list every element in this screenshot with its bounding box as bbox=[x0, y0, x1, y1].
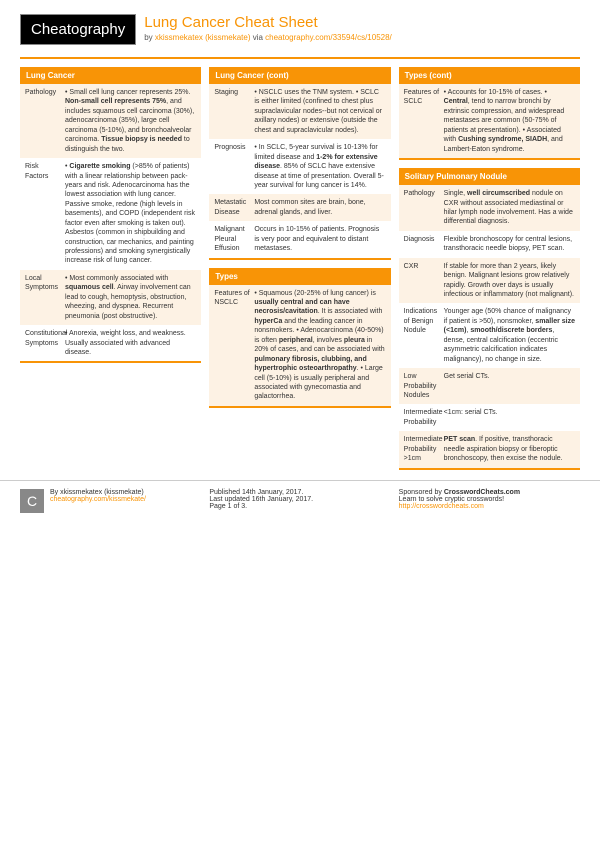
column-3: Types (cont)Features of SCLC• Accounts f… bbox=[399, 67, 580, 470]
table-row: Indications of Benign NoduleYounger age … bbox=[399, 303, 580, 368]
divider bbox=[20, 57, 580, 59]
section: TypesFeatures of NSCLC• Squamous (20-25%… bbox=[209, 268, 390, 408]
table-row: Low Probability NodulesGet serial CTs. bbox=[399, 368, 580, 404]
section-header: Lung Cancer (cont) bbox=[209, 67, 390, 84]
row-value: • Most commonly associated with squamous… bbox=[65, 274, 196, 321]
footer-col-3: Sponsored by CrosswordCheats.com Learn t… bbox=[399, 489, 580, 513]
footer-author: By xkissmekatex (kissmekate) bbox=[20, 489, 201, 496]
row-value: • In SCLC, 5-year survival is 10-13% for… bbox=[254, 143, 385, 190]
table-row: Intermediate Probability<1cm: serial CTs… bbox=[399, 404, 580, 431]
column-1: Lung CancerPathology• Small cell lung ca… bbox=[20, 67, 201, 470]
table-row: Risk Factors• Cigarette smoking (>85% of… bbox=[20, 158, 201, 270]
table-row: Features of NSCLC• Squamous (20-25% of l… bbox=[209, 285, 390, 406]
row-value: Flexible bronchoscopy for central lesion… bbox=[444, 235, 575, 254]
footer: C By xkissmekatex (kissmekate) cheatogra… bbox=[0, 480, 600, 521]
table-row: Local Symptoms• Most commonly associated… bbox=[20, 270, 201, 325]
row-value: If stable for more than 2 years, likely … bbox=[444, 262, 575, 300]
section-header: Types (cont) bbox=[399, 67, 580, 84]
table-row: Prognosis• In SCLC, 5-year survival is 1… bbox=[209, 139, 390, 194]
row-key: Diagnosis bbox=[404, 235, 444, 254]
section: Types (cont)Features of SCLC• Accounts f… bbox=[399, 67, 580, 160]
row-value: • Anorexia, weight loss, and weakness. U… bbox=[65, 329, 196, 357]
row-value: <1cm: serial CTs. bbox=[444, 408, 575, 427]
table-row: Pathology• Small cell lung cancer repres… bbox=[20, 84, 201, 158]
via-text: via bbox=[250, 33, 265, 42]
table-row: DiagnosisFlexible bronchoscopy for centr… bbox=[399, 231, 580, 258]
row-key: Prognosis bbox=[214, 143, 254, 190]
column-2: Lung Cancer (cont)Staging• NSCLC uses th… bbox=[209, 67, 390, 470]
row-value: • Squamous (20-25% of lung cancer) is us… bbox=[254, 289, 385, 402]
header: Cheatography Lung Cancer Cheat Sheet by … bbox=[0, 0, 600, 53]
row-value: • Small cell lung cancer represents 25%.… bbox=[65, 88, 196, 154]
footer-col-2: Published 14th January, 2017. Last updat… bbox=[209, 489, 390, 513]
page-title: Lung Cancer Cheat Sheet bbox=[144, 14, 392, 31]
row-key: CXR bbox=[404, 262, 444, 300]
row-key: Intermediate Probability >1cm bbox=[404, 435, 444, 463]
row-key: Local Symptoms bbox=[25, 274, 65, 321]
author-link[interactable]: xkissmekatex (kissmekate) bbox=[155, 33, 251, 42]
row-key: Low Probability Nodules bbox=[404, 372, 444, 400]
row-value: Occurs in 10-15% of patients. Prognosis … bbox=[254, 225, 385, 253]
table-row: Malignant Pleural EffusionOccurs in 10-1… bbox=[209, 221, 390, 257]
row-key: Pathology bbox=[25, 88, 65, 154]
row-value: • NSCLC uses the TNM system. • SCLC is e… bbox=[254, 88, 385, 135]
row-key: Risk Factors bbox=[25, 162, 65, 266]
footer-col-1: C By xkissmekatex (kissmekate) cheatogra… bbox=[20, 489, 201, 513]
table-row: Constitutional Symptoms• Anorexia, weigh… bbox=[20, 325, 201, 361]
table-row: Staging• NSCLC uses the TNM system. • SC… bbox=[209, 84, 390, 139]
sponsor-tagline: Learn to solve cryptic crosswords! bbox=[399, 496, 580, 503]
row-key: Malignant Pleural Effusion bbox=[214, 225, 254, 253]
section-header: Types bbox=[209, 268, 390, 285]
row-value: • Accounts for 10-15% of cases. • Centra… bbox=[444, 88, 575, 154]
row-value: • Cigarette smoking (>85% of patients) w… bbox=[65, 162, 196, 266]
footer-logo-icon: C bbox=[20, 489, 44, 513]
row-key: Features of SCLC bbox=[404, 88, 444, 154]
row-key: Intermediate Probability bbox=[404, 408, 444, 427]
row-key: Metastatic Disease bbox=[214, 198, 254, 217]
byline: by xkissmekatex (kissmekate) via cheatog… bbox=[144, 33, 392, 42]
row-key: Features of NSCLC bbox=[214, 289, 254, 402]
row-key: Constitutional Symptoms bbox=[25, 329, 65, 357]
table-row: Intermediate Probability >1cmPET scan. I… bbox=[399, 431, 580, 467]
by-text: by bbox=[144, 33, 155, 42]
row-key: Staging bbox=[214, 88, 254, 135]
section: Lung CancerPathology• Small cell lung ca… bbox=[20, 67, 201, 363]
section-header: Lung Cancer bbox=[20, 67, 201, 84]
published-date: Published 14th January, 2017. bbox=[209, 489, 390, 496]
title-block: Lung Cancer Cheat Sheet by xkissmekatex … bbox=[144, 14, 392, 42]
sponsor-text: Sponsored by CrosswordCheats.com bbox=[399, 489, 580, 496]
section: Solitary Pulmonary NodulePathologySingle… bbox=[399, 168, 580, 470]
section: Lung Cancer (cont)Staging• NSCLC uses th… bbox=[209, 67, 390, 260]
table-row: PathologySingle, well circumscribed nodu… bbox=[399, 185, 580, 231]
table-row: Features of SCLC• Accounts for 10-15% of… bbox=[399, 84, 580, 158]
row-value: Younger age (50% chance of malignancy if… bbox=[444, 307, 575, 364]
updated-date: Last updated 16th January, 2017. bbox=[209, 496, 390, 503]
logo: Cheatography bbox=[20, 14, 136, 45]
source-link[interactable]: cheatography.com/33594/cs/10528/ bbox=[265, 33, 392, 42]
columns: Lung CancerPathology• Small cell lung ca… bbox=[0, 67, 600, 470]
table-row: CXRIf stable for more than 2 years, like… bbox=[399, 258, 580, 304]
page-number: Page 1 of 3. bbox=[209, 503, 390, 510]
row-key: Pathology bbox=[404, 189, 444, 227]
row-value: Get serial CTs. bbox=[444, 372, 575, 400]
sponsor-link[interactable]: http://crosswordcheats.com bbox=[399, 503, 484, 510]
row-value: PET scan. If positive, transthoracic nee… bbox=[444, 435, 575, 463]
section-header: Solitary Pulmonary Nodule bbox=[399, 168, 580, 185]
row-value: Most common sites are brain, bone, adren… bbox=[254, 198, 385, 217]
row-key: Indications of Benign Nodule bbox=[404, 307, 444, 364]
row-value: Single, well circumscribed nodule on CXR… bbox=[444, 189, 575, 227]
table-row: Metastatic DiseaseMost common sites are … bbox=[209, 194, 390, 221]
footer-author-link[interactable]: cheatography.com/kissmekate/ bbox=[50, 496, 146, 503]
